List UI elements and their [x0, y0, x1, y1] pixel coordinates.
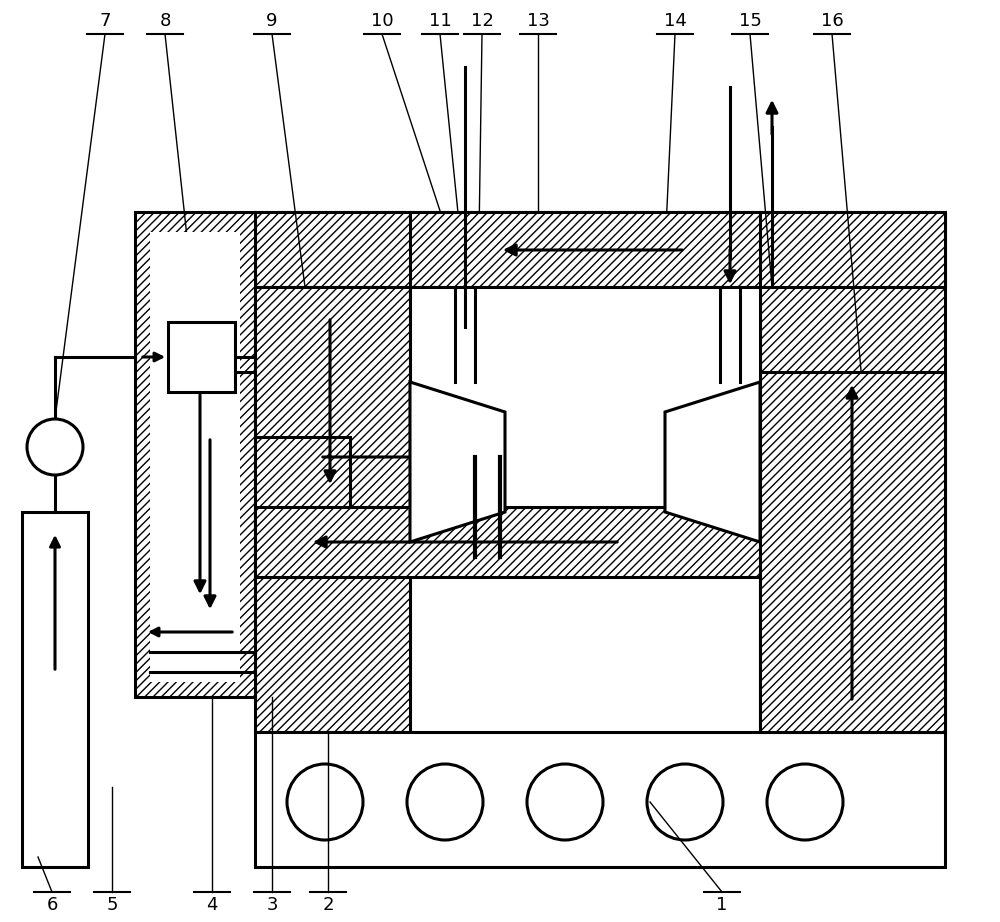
- Text: 6: 6: [46, 896, 58, 914]
- Text: 7: 7: [99, 12, 111, 30]
- Circle shape: [27, 419, 83, 475]
- Bar: [410, 212, 760, 287]
- Polygon shape: [410, 382, 505, 542]
- Bar: [168, 322, 235, 392]
- Bar: [410, 287, 760, 507]
- Bar: [255, 732, 945, 867]
- Bar: [135, 212, 255, 697]
- Bar: [255, 287, 410, 577]
- Text: 10: 10: [371, 12, 393, 30]
- Bar: [22, 512, 88, 867]
- Text: 16: 16: [821, 12, 843, 30]
- Bar: [150, 232, 240, 682]
- Text: 5: 5: [106, 896, 118, 914]
- Bar: [410, 287, 760, 507]
- Bar: [760, 212, 945, 732]
- Bar: [760, 372, 945, 732]
- Text: 8: 8: [159, 12, 171, 30]
- Text: 4: 4: [206, 896, 218, 914]
- Text: 3: 3: [266, 896, 278, 914]
- Text: 9: 9: [266, 12, 278, 30]
- Text: 14: 14: [664, 12, 686, 30]
- Text: 1: 1: [716, 896, 728, 914]
- Text: 11: 11: [429, 12, 451, 30]
- Text: 12: 12: [471, 12, 493, 30]
- Polygon shape: [665, 382, 760, 542]
- Text: 2: 2: [322, 896, 334, 914]
- Text: 15: 15: [739, 12, 761, 30]
- Text: 13: 13: [527, 12, 549, 30]
- Bar: [255, 212, 945, 287]
- Bar: [255, 507, 760, 577]
- Bar: [255, 212, 410, 732]
